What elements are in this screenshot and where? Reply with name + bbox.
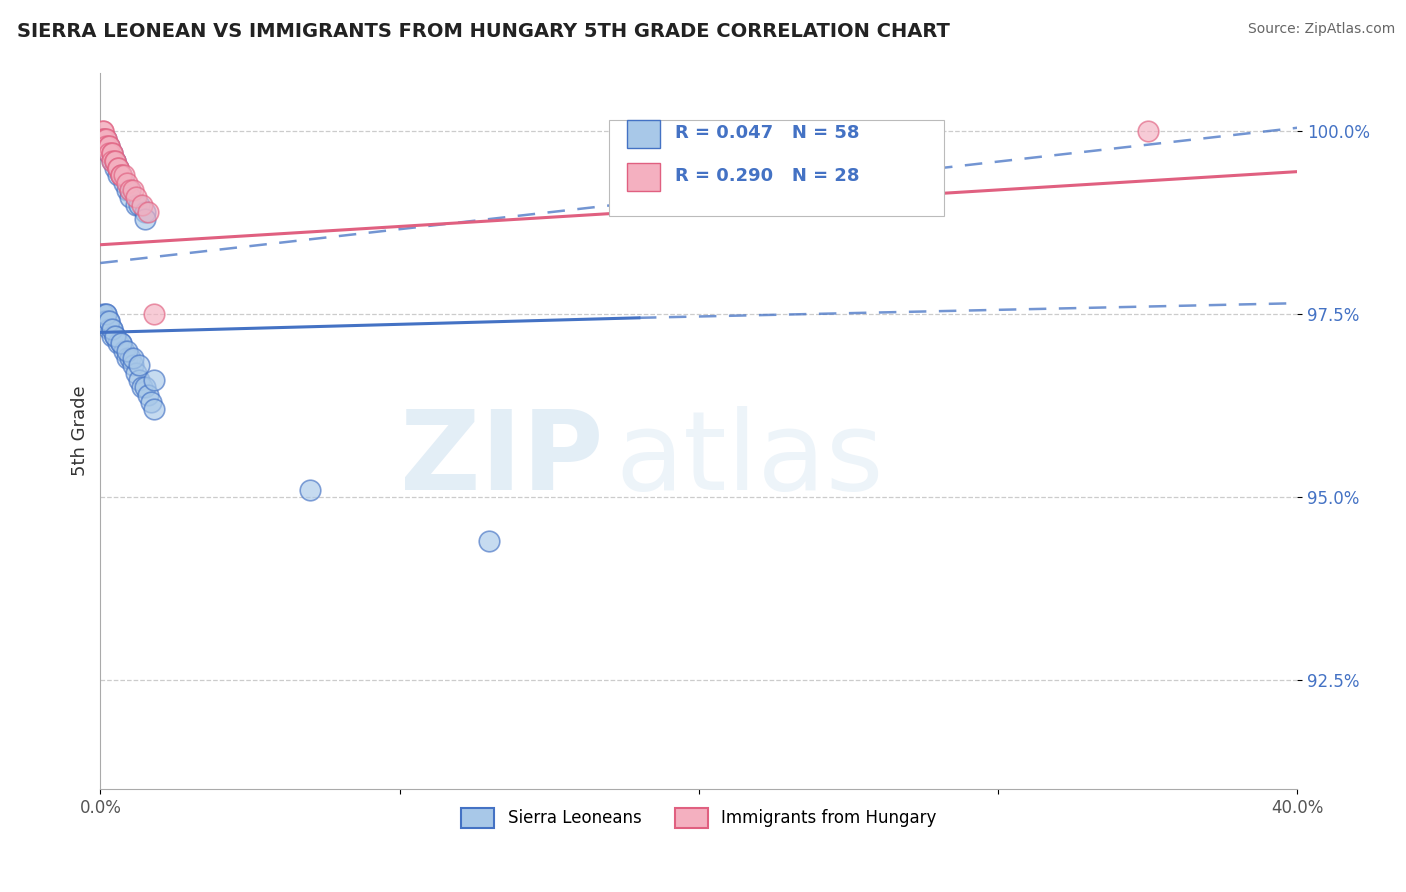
Point bbox=[110, 336, 132, 351]
Point bbox=[101, 322, 124, 336]
Point bbox=[93, 132, 115, 146]
Point bbox=[143, 373, 166, 387]
Point bbox=[93, 124, 115, 138]
Point bbox=[120, 190, 142, 204]
Point bbox=[104, 153, 127, 168]
Point bbox=[110, 169, 132, 183]
Point bbox=[98, 146, 121, 161]
Point bbox=[98, 314, 121, 328]
Text: atlas: atlas bbox=[614, 406, 883, 513]
Point bbox=[117, 183, 139, 197]
Bar bbox=[627, 162, 661, 191]
Point bbox=[134, 204, 156, 219]
Point bbox=[1136, 124, 1159, 138]
Point bbox=[93, 132, 115, 146]
Point bbox=[104, 153, 127, 168]
Point bbox=[122, 359, 145, 373]
Text: ZIP: ZIP bbox=[399, 406, 603, 513]
Point bbox=[101, 153, 124, 168]
Point bbox=[101, 146, 124, 161]
Point bbox=[101, 146, 124, 161]
Point bbox=[96, 139, 118, 153]
Point bbox=[104, 329, 127, 343]
Point bbox=[112, 343, 135, 358]
Point bbox=[98, 139, 121, 153]
Point bbox=[141, 395, 163, 409]
Point bbox=[131, 197, 153, 211]
Point bbox=[98, 146, 121, 161]
Point bbox=[128, 359, 150, 373]
Point bbox=[107, 161, 129, 175]
Point bbox=[93, 132, 115, 146]
Point bbox=[98, 146, 121, 161]
Point bbox=[125, 366, 148, 380]
Point bbox=[128, 197, 150, 211]
Point bbox=[117, 351, 139, 365]
Point bbox=[98, 314, 121, 328]
Point bbox=[93, 307, 115, 321]
Point bbox=[125, 197, 148, 211]
Point bbox=[101, 146, 124, 161]
Point bbox=[98, 322, 121, 336]
Y-axis label: 5th Grade: 5th Grade bbox=[72, 385, 89, 476]
Bar bbox=[627, 120, 661, 148]
Point bbox=[110, 169, 132, 183]
Point bbox=[134, 212, 156, 227]
Point bbox=[93, 132, 115, 146]
Point bbox=[117, 176, 139, 190]
Legend: Sierra Leoneans, Immigrants from Hungary: Sierra Leoneans, Immigrants from Hungary bbox=[454, 801, 943, 835]
Point bbox=[107, 169, 129, 183]
Point bbox=[110, 336, 132, 351]
Point bbox=[112, 176, 135, 190]
Point bbox=[101, 153, 124, 168]
Point bbox=[117, 343, 139, 358]
Point bbox=[478, 533, 501, 548]
Point bbox=[101, 322, 124, 336]
Point bbox=[107, 336, 129, 351]
Text: R = 0.290   N = 28: R = 0.290 N = 28 bbox=[675, 167, 859, 186]
Point bbox=[136, 204, 159, 219]
Point bbox=[104, 161, 127, 175]
Point bbox=[93, 314, 115, 328]
Point bbox=[98, 139, 121, 153]
Point bbox=[120, 183, 142, 197]
Point bbox=[110, 169, 132, 183]
Point bbox=[96, 314, 118, 328]
Point bbox=[101, 329, 124, 343]
FancyBboxPatch shape bbox=[609, 120, 943, 216]
Point bbox=[96, 139, 118, 153]
Point bbox=[136, 387, 159, 401]
Text: R = 0.047   N = 58: R = 0.047 N = 58 bbox=[675, 124, 859, 142]
Point bbox=[128, 373, 150, 387]
Point bbox=[134, 380, 156, 394]
Point bbox=[122, 351, 145, 365]
Point bbox=[96, 307, 118, 321]
Point bbox=[107, 161, 129, 175]
Point bbox=[96, 307, 118, 321]
Point bbox=[131, 380, 153, 394]
Point bbox=[143, 307, 166, 321]
Point bbox=[96, 132, 118, 146]
Point bbox=[98, 139, 121, 153]
Point bbox=[104, 153, 127, 168]
Point bbox=[107, 161, 129, 175]
Point bbox=[120, 351, 142, 365]
Point bbox=[96, 132, 118, 146]
Point bbox=[104, 153, 127, 168]
Point bbox=[143, 402, 166, 417]
Point bbox=[96, 139, 118, 153]
Point bbox=[125, 190, 148, 204]
Point bbox=[122, 183, 145, 197]
Point bbox=[93, 139, 115, 153]
Text: Source: ZipAtlas.com: Source: ZipAtlas.com bbox=[1247, 22, 1395, 37]
Point bbox=[120, 183, 142, 197]
Text: SIERRA LEONEAN VS IMMIGRANTS FROM HUNGARY 5TH GRADE CORRELATION CHART: SIERRA LEONEAN VS IMMIGRANTS FROM HUNGAR… bbox=[17, 22, 949, 41]
Point bbox=[104, 329, 127, 343]
Point bbox=[112, 169, 135, 183]
Point bbox=[96, 132, 118, 146]
Point bbox=[93, 124, 115, 138]
Point bbox=[298, 483, 321, 497]
